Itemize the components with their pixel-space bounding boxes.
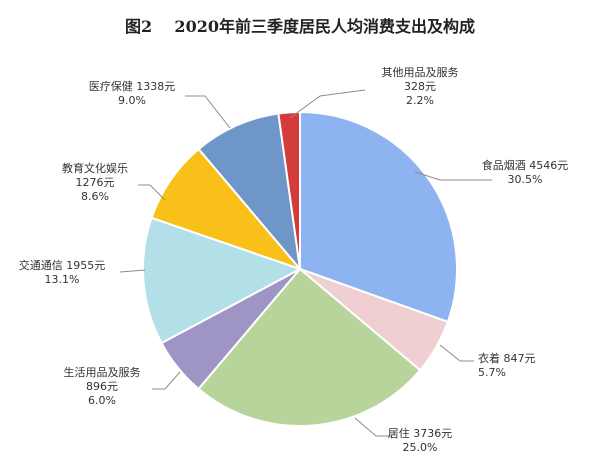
pie-slice-7 bbox=[197, 112, 302, 273]
pie-slice-8 bbox=[277, 110, 301, 270]
leader-line-1 bbox=[414, 171, 492, 181]
leader-lines bbox=[119, 89, 492, 437]
pie-slices bbox=[142, 110, 458, 427]
leader-line-2 bbox=[439, 344, 474, 362]
chart-title: 图2 2020年前三季度居民人均消费支出及构成 bbox=[125, 17, 475, 36]
slice-label-8: 其他用品及服务 328元 2.2% bbox=[382, 66, 459, 107]
leader-line-5 bbox=[119, 269, 146, 273]
slice-label-1: 食品烟酒 4546元 30.5% bbox=[482, 158, 569, 186]
leader-line-7 bbox=[185, 95, 231, 129]
leader-line-4 bbox=[152, 371, 181, 390]
slice-label-7: 医疗保健 1338元 9.0% bbox=[89, 79, 176, 107]
leader-line-8 bbox=[289, 89, 366, 119]
pie-slice-6 bbox=[150, 147, 304, 272]
slice-label-6: 教育文化娱乐 1276元 8.6% bbox=[62, 161, 128, 203]
slice-label-2: 衣着 847元 5.7% bbox=[478, 351, 536, 379]
leader-line-3 bbox=[354, 417, 392, 437]
slice-labels: 食品烟酒 4546元 30.5% 衣着 847元 5.7% 居住 3736元 25.0% 生… bbox=[19, 66, 569, 454]
slice-label-3: 居住 3736元 25.0% bbox=[388, 426, 453, 454]
pie-slice-5 bbox=[142, 216, 303, 345]
slice-label-5: 交通通信 1955元 13.1% bbox=[19, 258, 106, 286]
leader-line-6 bbox=[138, 184, 166, 201]
pie-slice-3 bbox=[197, 267, 422, 427]
pie-slice-1 bbox=[299, 110, 458, 324]
slice-label-4: 生活用品及服务 896元 6.0% bbox=[64, 365, 141, 407]
